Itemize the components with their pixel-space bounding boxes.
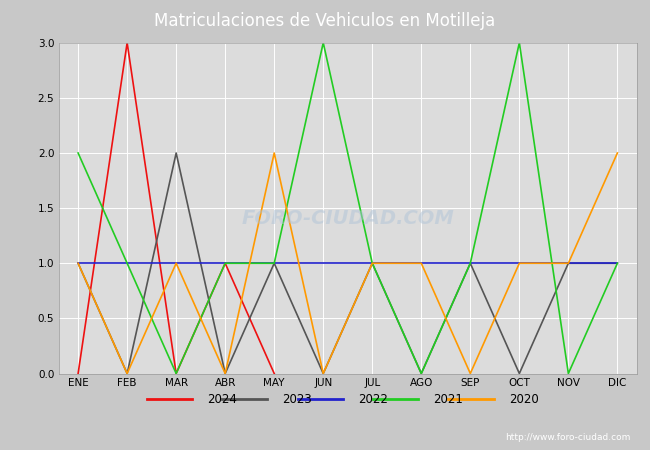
Text: FORO-CIUDAD.COM: FORO-CIUDAD.COM: [241, 208, 454, 228]
Text: 2020: 2020: [509, 393, 538, 406]
Text: 2021: 2021: [434, 393, 463, 406]
Text: http://www.foro-ciudad.com: http://www.foro-ciudad.com: [505, 433, 630, 442]
Text: 2023: 2023: [283, 393, 312, 406]
Text: 2022: 2022: [358, 393, 388, 406]
Text: 2024: 2024: [207, 393, 237, 406]
Text: Matriculaciones de Vehiculos en Motilleja: Matriculaciones de Vehiculos en Motillej…: [155, 12, 495, 31]
